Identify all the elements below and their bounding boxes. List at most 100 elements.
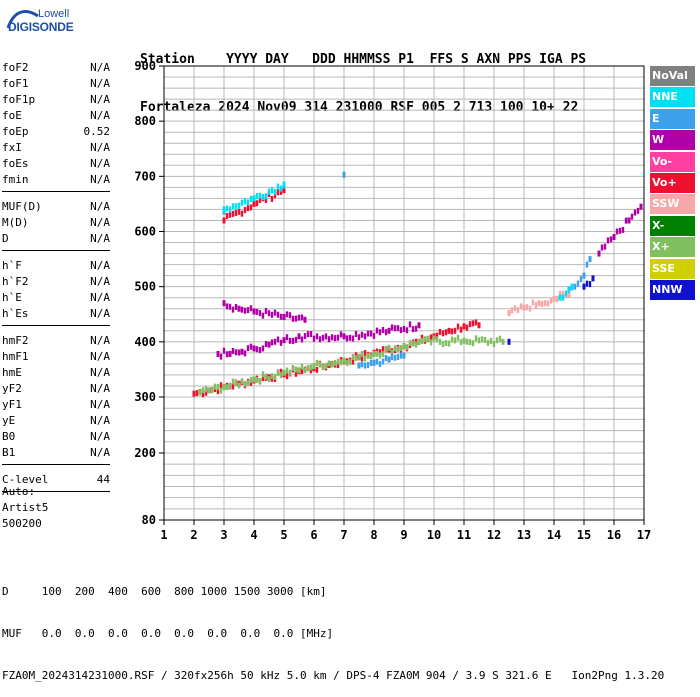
echo-point [288, 337, 292, 344]
echo-point [387, 344, 391, 351]
ionogram-chart: 1 2 3 4 5 6 7 8 9 10 11 12 13 14 15 16 17 80200300400500… [134, 59, 651, 542]
echo-point [579, 276, 583, 283]
y-tick-label: 300 [134, 390, 156, 404]
param-value: N/A [90, 350, 110, 363]
param-value: 0.52 [83, 125, 111, 138]
param-name: h`Es [2, 307, 29, 320]
echo-point [405, 327, 409, 334]
logo-swoosh [6, 10, 39, 29]
param-row-hmf2: hmF2 N/A [2, 333, 110, 349]
echo-point [363, 355, 367, 362]
echo-point [240, 306, 244, 313]
echo-point [273, 373, 277, 380]
echo-point [615, 228, 619, 235]
echo-point [240, 348, 244, 355]
param-row-fmin: fmin N/A [2, 172, 110, 188]
echo-point [474, 335, 478, 342]
echo-point [219, 353, 223, 360]
echo-point [204, 389, 208, 396]
echo-point [501, 338, 505, 345]
echo-point [606, 237, 610, 244]
echo-point [360, 361, 364, 368]
param-row-fxi: fxI N/A [2, 140, 110, 156]
series-e [222, 171, 592, 369]
echo-point [621, 226, 625, 233]
echo-point [288, 369, 292, 376]
echo-point [471, 340, 475, 347]
param-value: N/A [90, 382, 110, 395]
legend-item-x: X+ [650, 237, 695, 258]
echo-point [390, 354, 394, 361]
echo-point [351, 358, 355, 365]
param-name: C-level [2, 473, 49, 486]
y-tick-label: 200 [134, 446, 156, 460]
echo-point [417, 322, 421, 329]
echo-point [333, 335, 337, 342]
echo-point [420, 337, 424, 344]
echo-point [513, 305, 517, 312]
echo-point [585, 261, 589, 268]
echo-point [486, 339, 490, 346]
param-row-clevel: C-level 44 [2, 472, 110, 488]
echo-point [207, 387, 211, 394]
echo-point [300, 336, 304, 343]
param-separator [2, 191, 110, 192]
param-value: N/A [90, 232, 110, 245]
echo-point [417, 338, 421, 345]
x-tick-label: 16 [607, 528, 621, 542]
y-tick-label: 500 [134, 280, 156, 294]
param-row-foe: foE N/A [2, 108, 110, 124]
echo-point [558, 294, 562, 301]
echo-point [360, 355, 364, 362]
legend-item-vo: Vo- [650, 151, 695, 172]
echo-point [561, 294, 565, 301]
echo-point [237, 349, 241, 356]
echo-point [258, 347, 262, 354]
echo-point [225, 205, 229, 212]
echo-point [540, 301, 544, 308]
echo-point [282, 187, 286, 194]
echo-point [306, 331, 310, 338]
param-value: N/A [90, 259, 110, 272]
param-name: foEs [2, 157, 29, 170]
echo-point [444, 340, 448, 347]
echo-point [297, 333, 301, 340]
echo-point [414, 325, 418, 332]
echo-point [222, 217, 226, 224]
x-tick-label: 17 [637, 528, 651, 542]
echo-point [369, 330, 373, 337]
x-tick-label: 14 [547, 528, 561, 542]
echo-point [585, 280, 589, 287]
param-value: N/A [90, 93, 110, 106]
echo-point [291, 365, 295, 372]
echo-point [216, 388, 220, 395]
legend-item-sse: SSE [650, 258, 695, 279]
echo-point [555, 295, 559, 302]
param-name: fmin [2, 173, 29, 186]
echo-point [618, 227, 622, 234]
x-tick-label: 11 [457, 528, 471, 542]
param-row-yf2: yF2 N/A [2, 381, 110, 397]
echo-point [402, 352, 406, 359]
echo-point [381, 351, 385, 358]
echo-point [507, 310, 511, 317]
echo-point [201, 391, 205, 398]
echo-point [357, 362, 361, 369]
echo-point [243, 307, 247, 314]
echo-point [213, 383, 217, 390]
x-tick-label: 13 [517, 528, 531, 542]
echo-point [342, 171, 346, 178]
param-name: fxI [2, 141, 22, 154]
echo-point [234, 303, 238, 310]
param-row-hme: hmE N/A [2, 365, 110, 381]
echo-point [318, 361, 322, 368]
echo-point [588, 281, 592, 288]
legend-item-e: E [650, 108, 695, 129]
echo-point [405, 344, 409, 351]
echo-point [315, 333, 319, 340]
logo-digisonde: DIGISONDE [8, 20, 74, 34]
y-tick-label: 800 [134, 114, 156, 128]
x-tick-label: 7 [340, 528, 347, 542]
y-tick-label: 900 [134, 59, 156, 73]
echo-point [600, 244, 604, 251]
